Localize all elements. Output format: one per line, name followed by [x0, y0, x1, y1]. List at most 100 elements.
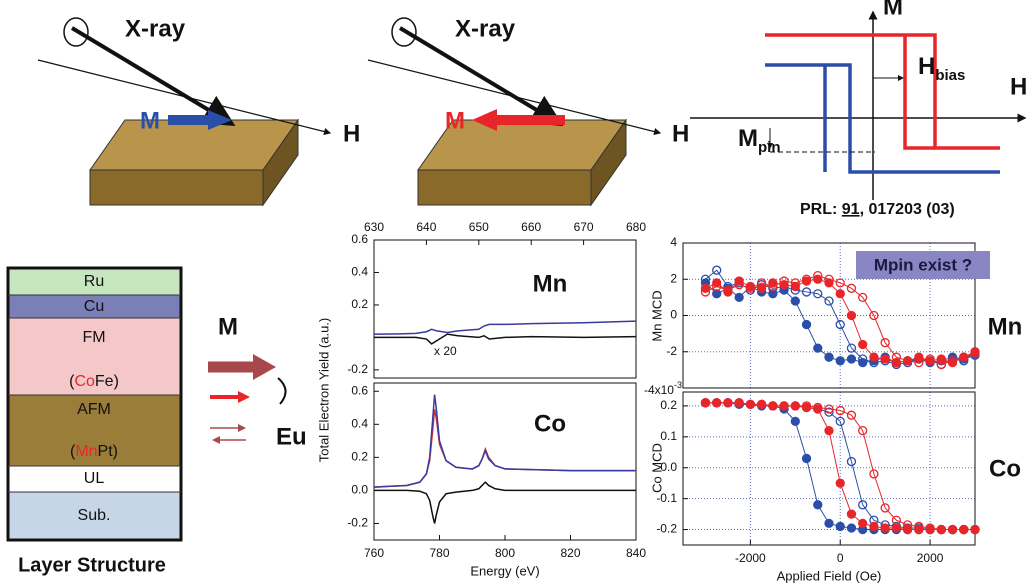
y-tick-label: 0.4	[351, 416, 368, 430]
series-line	[374, 321, 636, 334]
series-line	[705, 403, 975, 530]
plot-frame	[374, 383, 636, 540]
y-tick-label: 2	[670, 271, 677, 285]
annotation: x 20	[434, 344, 457, 358]
loop-red	[905, 35, 935, 148]
x-tick-label: 840	[626, 546, 646, 560]
h-bias-label: Hbias	[918, 53, 965, 84]
y-tick-label: -2	[666, 344, 677, 358]
marker	[814, 501, 822, 509]
main: M	[738, 125, 758, 152]
layer-label: UL	[84, 470, 105, 487]
marker	[870, 522, 878, 530]
x-tick-label: 780	[429, 546, 449, 560]
y-tick-label: 4	[670, 235, 677, 249]
m-pin-label: Mpin	[738, 125, 781, 156]
x-axis-label: Applied Field (Oe)	[777, 568, 882, 583]
marker	[847, 510, 855, 518]
caption: Layer Structure	[18, 554, 166, 576]
marker	[836, 522, 844, 530]
h-label: H	[672, 120, 689, 147]
x-tick-label: 820	[560, 546, 580, 560]
plot-frame	[374, 240, 636, 378]
em: Co	[74, 373, 95, 390]
reference: PRL: 91, 017203 (03)	[800, 201, 955, 218]
marker	[847, 312, 855, 320]
y-tick-label: 0.6	[351, 383, 368, 397]
slab-front	[90, 170, 263, 205]
marker	[859, 519, 867, 527]
series-line	[374, 482, 636, 523]
y-axis-label: Co MCD	[649, 443, 664, 493]
marker	[803, 454, 811, 462]
marker	[847, 355, 855, 363]
marker	[836, 290, 844, 298]
x-tick-label: 640	[416, 220, 436, 234]
page: X-ray M H X-ray M H M H Hbias Mpin PRL: …	[0, 0, 1036, 584]
x-tick-label: 800	[495, 546, 515, 560]
marker	[791, 417, 799, 425]
y-tick-label: 0.1	[660, 429, 677, 443]
series-line	[374, 334, 636, 344]
marker	[859, 341, 867, 349]
y-tick-label: 0.0	[351, 483, 368, 497]
h-label: H	[343, 120, 360, 147]
x-tick-label: 760	[364, 546, 384, 560]
y-tick-label: 0	[670, 308, 677, 322]
xray-label: X-ray	[455, 15, 516, 42]
layer-structure: Ru Cu FM (CoFe) AFM (MnPt) UL Sub. Layer…	[8, 268, 181, 576]
layer-label: Cu	[84, 298, 104, 315]
panel-label: Co	[534, 410, 566, 437]
marker	[870, 353, 878, 361]
sub: pin	[758, 139, 781, 156]
y-axis-label: Total Electron Yield (a.u.)	[316, 318, 331, 463]
x-tick-label: 670	[574, 220, 594, 234]
marker	[892, 524, 900, 532]
prefix: PRL:	[800, 201, 842, 218]
series-line	[374, 409, 636, 487]
marker	[814, 344, 822, 352]
marker	[791, 297, 799, 305]
x-axis-label: Energy (eV)	[470, 563, 539, 578]
post: Fe)	[95, 373, 119, 390]
marker	[881, 524, 889, 532]
xray-beam	[400, 28, 560, 124]
layer-label: Sub.	[78, 507, 111, 524]
rest: , 017203 (03)	[860, 201, 955, 218]
y-tick-label: 0.4	[351, 265, 368, 279]
x-tick-label: 0	[837, 551, 844, 565]
marker	[825, 353, 833, 361]
sample-1: X-ray M H	[38, 15, 360, 205]
marker	[803, 321, 811, 329]
marker	[847, 524, 855, 532]
annotation: Mpin exist ?	[874, 255, 972, 274]
marker	[836, 357, 844, 365]
m-label: M	[218, 313, 238, 340]
layer-label: Ru	[84, 273, 104, 290]
marker	[735, 293, 743, 301]
panel-label: Co	[989, 455, 1021, 482]
exponent: -3	[674, 380, 682, 390]
x-tick-label: 660	[521, 220, 541, 234]
x-tick-label: -2000	[735, 551, 766, 565]
h-axis-label: H	[1010, 73, 1027, 100]
panel-label: Mn	[533, 270, 568, 297]
sample-2: X-ray M H	[368, 15, 689, 205]
y-tick-label: -0.2	[656, 522, 677, 536]
slide: X-ray M H X-ray M H M H Hbias Mpin PRL: …	[0, 0, 1036, 584]
marker	[825, 519, 833, 527]
layer-label: FM	[82, 329, 105, 346]
layer-detail: (MnPt)	[70, 443, 118, 460]
m-label: M	[445, 107, 465, 134]
layer-label: AFM	[77, 401, 111, 418]
x-tick-label: 680	[626, 220, 646, 234]
m-label: M	[140, 107, 160, 134]
loop-diagram: M H Hbias Mpin PRL: 91, 017203 (03)	[690, 0, 1027, 218]
panel-label: Mn	[988, 313, 1023, 340]
y-tick-label: -0.2	[347, 516, 368, 530]
x-tick-label: 2000	[917, 551, 944, 565]
marker	[881, 355, 889, 363]
slab-front	[418, 170, 591, 205]
y-axis-label: Mn MCD	[649, 290, 664, 341]
volume: 91	[842, 201, 860, 218]
